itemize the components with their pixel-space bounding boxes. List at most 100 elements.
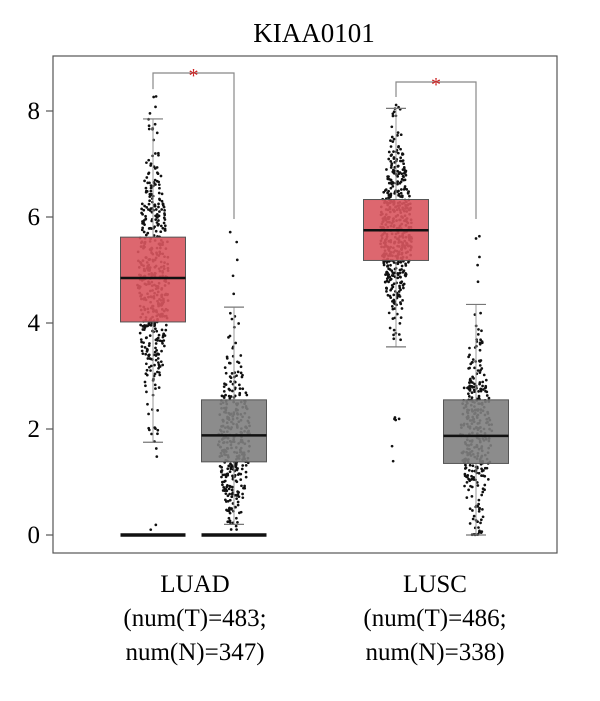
data-point	[387, 267, 390, 271]
data-point	[391, 274, 395, 278]
outlier-point	[149, 528, 153, 532]
data-point	[140, 207, 143, 211]
data-point	[391, 180, 394, 184]
data-point	[468, 463, 472, 467]
data-point	[231, 389, 234, 393]
data-point	[479, 338, 482, 342]
data-point	[382, 263, 386, 267]
data-point	[228, 484, 232, 488]
data-point	[482, 469, 485, 472]
data-point	[227, 464, 231, 468]
data-point	[148, 342, 151, 345]
data-point	[392, 156, 396, 159]
data-point	[397, 192, 401, 196]
data-point	[153, 372, 157, 376]
data-point	[155, 349, 158, 352]
x-category-label: num(N)=347)	[125, 639, 264, 666]
data-point	[154, 208, 158, 211]
data-point	[484, 378, 488, 382]
data-point	[396, 273, 400, 277]
data-point	[138, 331, 142, 335]
data-point	[230, 495, 234, 499]
data-point	[487, 396, 491, 400]
data-point	[386, 264, 390, 267]
outlier-point	[478, 234, 481, 238]
data-point	[224, 500, 228, 503]
data-point	[467, 477, 470, 481]
data-point	[222, 396, 226, 399]
data-point	[477, 471, 481, 475]
data-point	[140, 349, 144, 353]
data-point	[156, 432, 159, 436]
data-point	[468, 353, 471, 357]
data-point	[385, 277, 389, 280]
data-point	[481, 487, 485, 491]
data-point	[478, 506, 481, 510]
data-point	[481, 380, 485, 384]
data-point	[157, 214, 161, 218]
data-point	[147, 344, 151, 348]
data-point	[159, 360, 163, 364]
data-point	[163, 344, 166, 348]
data-point	[142, 230, 146, 234]
outlier-point	[474, 237, 478, 240]
data-point	[218, 464, 222, 468]
data-point	[388, 326, 392, 330]
data-point	[235, 374, 238, 378]
data-point	[157, 183, 161, 187]
x-category-label: LUAD	[160, 571, 229, 598]
data-point	[157, 153, 160, 157]
data-point	[469, 484, 472, 488]
data-point	[159, 224, 163, 228]
data-point	[147, 124, 151, 128]
data-point	[486, 477, 490, 481]
data-point	[398, 181, 402, 185]
data-point	[402, 165, 406, 169]
data-point	[228, 506, 231, 510]
data-point	[141, 324, 145, 328]
data-point	[389, 186, 393, 190]
data-point	[387, 311, 391, 315]
data-point	[397, 145, 400, 149]
data-point	[399, 338, 402, 342]
data-point	[389, 178, 393, 182]
data-point	[240, 484, 243, 488]
data-point	[479, 359, 483, 362]
data-point	[144, 186, 148, 190]
data-point	[483, 483, 487, 487]
data-point	[469, 377, 472, 381]
data-point	[221, 483, 224, 487]
data-point	[223, 487, 227, 491]
data-point	[470, 391, 474, 394]
data-point	[468, 522, 472, 525]
data-point	[399, 260, 403, 264]
data-point	[241, 496, 245, 500]
data-point	[160, 192, 164, 196]
data-point	[162, 221, 166, 225]
data-point	[472, 388, 476, 392]
data-point	[147, 365, 151, 369]
data-point	[222, 389, 226, 393]
data-point	[391, 271, 395, 274]
data-point	[150, 192, 153, 196]
data-point	[154, 218, 158, 221]
data-point	[233, 386, 237, 390]
data-point	[471, 517, 475, 521]
outlier-point	[476, 280, 480, 284]
data-point	[148, 334, 152, 337]
data-point	[155, 353, 158, 357]
data-point	[475, 481, 479, 484]
data-point	[140, 345, 144, 348]
data-point	[470, 477, 474, 481]
data-point	[398, 271, 402, 275]
data-point	[228, 375, 232, 378]
data-point	[387, 175, 390, 178]
data-point	[476, 484, 480, 487]
data-point	[220, 475, 223, 479]
data-point	[463, 484, 466, 488]
data-point	[160, 208, 164, 211]
outlier-point	[229, 528, 233, 531]
box-t	[120, 236, 186, 323]
data-point	[154, 346, 157, 350]
data-point	[386, 177, 390, 181]
